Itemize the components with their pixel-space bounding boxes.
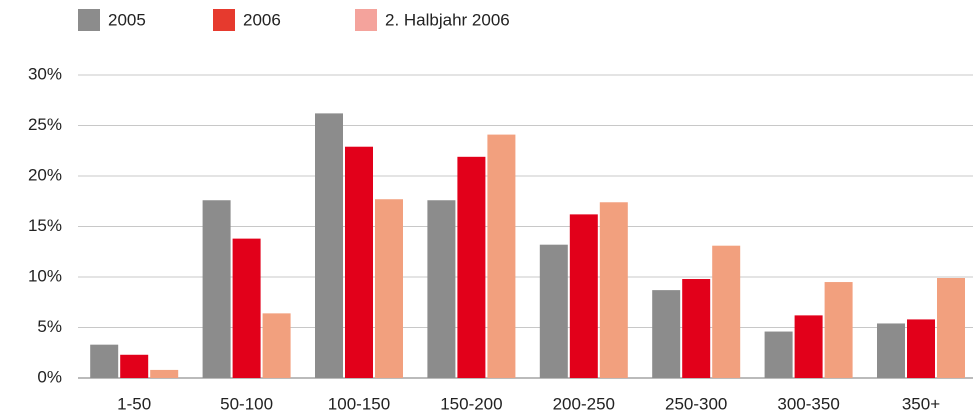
bar bbox=[599, 202, 628, 378]
legend-label: 2. Halbjahr 2006 bbox=[385, 10, 510, 29]
x-tick-label: 50-100 bbox=[220, 394, 273, 413]
bar bbox=[120, 354, 149, 378]
bar bbox=[232, 238, 261, 378]
bar bbox=[652, 290, 681, 378]
y-tick-label: 25% bbox=[28, 115, 62, 134]
x-tick-label: 350+ bbox=[902, 394, 940, 413]
bar bbox=[202, 200, 231, 378]
bar bbox=[794, 315, 823, 378]
x-tick-label: 150-200 bbox=[440, 394, 502, 413]
bar bbox=[345, 146, 373, 378]
y-tick-label: 5% bbox=[37, 317, 62, 336]
bar bbox=[487, 134, 516, 378]
bar bbox=[427, 200, 456, 378]
bar bbox=[569, 214, 598, 378]
x-tick-label: 300-350 bbox=[777, 394, 839, 413]
y-tick-label: 10% bbox=[28, 266, 62, 285]
bar bbox=[375, 199, 403, 378]
y-tick-label: 30% bbox=[28, 64, 62, 83]
bar bbox=[262, 313, 291, 378]
bar bbox=[764, 331, 793, 378]
x-tick-label: 100-150 bbox=[328, 394, 390, 413]
bar bbox=[539, 244, 568, 378]
bar bbox=[457, 156, 486, 378]
x-tick-label: 250-300 bbox=[665, 394, 727, 413]
bar bbox=[937, 278, 965, 378]
x-tick-label: 1-50 bbox=[117, 394, 151, 413]
legend-swatch bbox=[213, 9, 235, 31]
x-tick-label: 200-250 bbox=[553, 394, 615, 413]
bar bbox=[877, 323, 905, 378]
bar bbox=[150, 369, 179, 378]
bar bbox=[315, 113, 343, 378]
legend-swatch bbox=[355, 9, 377, 31]
bar bbox=[712, 245, 741, 378]
legend-label: 2005 bbox=[108, 10, 146, 29]
y-tick-label: 15% bbox=[28, 216, 62, 235]
bar bbox=[907, 319, 935, 378]
bar bbox=[682, 279, 711, 378]
bar bbox=[90, 344, 119, 378]
y-tick-label: 20% bbox=[28, 165, 62, 184]
legend-label: 2006 bbox=[243, 10, 281, 29]
legend-swatch bbox=[78, 9, 100, 31]
bar bbox=[824, 282, 853, 378]
y-tick-label: 0% bbox=[37, 367, 62, 386]
